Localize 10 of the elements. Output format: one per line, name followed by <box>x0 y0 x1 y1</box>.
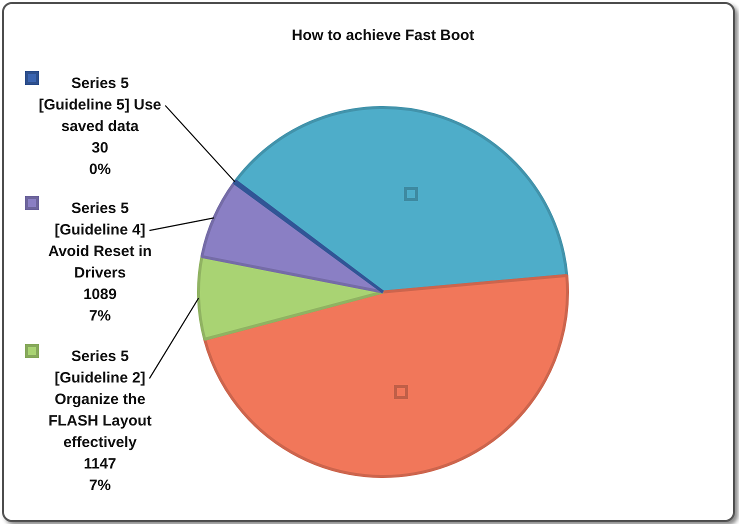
text: 30 0% <box>89 140 111 178</box>
chart-title: How to achieve Fast Boot <box>292 27 474 44</box>
text: Series 5 <box>71 200 129 218</box>
legend-label: Series 5 <box>71 348 129 366</box>
text: 1147 7% <box>84 456 116 494</box>
text: 1089 7% <box>83 286 117 325</box>
slice-label: [Guideline 2] Organize the FLASH Layout effectively <box>48 370 152 452</box>
text: Series 5 <box>71 75 129 92</box>
slice-label: [Guideline 4] Avoid Reset in Drivers <box>48 222 152 282</box>
slice-label: [Guideline 5] Use saved data <box>38 96 162 136</box>
